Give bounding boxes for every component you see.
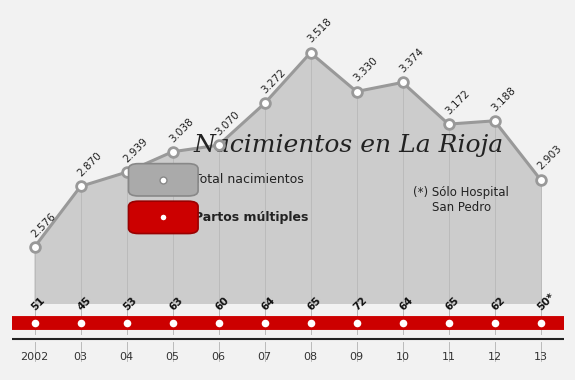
FancyBboxPatch shape	[129, 201, 198, 234]
Text: 62: 62	[490, 295, 507, 312]
Text: 10: 10	[396, 352, 409, 362]
Text: 09: 09	[350, 352, 363, 362]
Text: 2.903: 2.903	[536, 144, 564, 172]
Text: Total nacimientos: Total nacimientos	[194, 173, 304, 186]
Text: 65: 65	[444, 295, 461, 312]
Text: 63: 63	[168, 295, 185, 312]
Text: 60: 60	[214, 295, 231, 312]
Text: 08: 08	[304, 352, 317, 362]
Text: 2002: 2002	[20, 352, 49, 362]
Text: (*) Sólo Hospital
San Pedro: (*) Sólo Hospital San Pedro	[413, 186, 509, 214]
Text: 05: 05	[166, 352, 179, 362]
Text: 3.070: 3.070	[214, 109, 242, 137]
Text: Nacimientos en La Rioja: Nacimientos en La Rioja	[193, 134, 503, 157]
Text: 3.518: 3.518	[306, 17, 334, 45]
Text: Partos múltiples: Partos múltiples	[194, 211, 308, 224]
Text: 2.870: 2.870	[76, 150, 104, 179]
Text: 11: 11	[442, 352, 455, 362]
Text: 06: 06	[212, 352, 225, 362]
Text: 2.939: 2.939	[122, 136, 150, 164]
FancyBboxPatch shape	[129, 164, 198, 196]
Text: 72: 72	[352, 295, 369, 312]
Text: 3.038: 3.038	[168, 116, 196, 144]
Text: 50*: 50*	[536, 291, 557, 312]
Text: 53: 53	[122, 295, 139, 312]
Text: 3.172: 3.172	[444, 88, 472, 116]
Text: 07: 07	[258, 352, 271, 362]
Text: 3.188: 3.188	[490, 85, 518, 113]
Text: 12: 12	[488, 352, 501, 362]
Text: 65: 65	[306, 295, 323, 312]
Text: 3.330: 3.330	[352, 55, 380, 84]
Text: 45: 45	[76, 295, 93, 312]
Text: 04: 04	[120, 352, 133, 362]
Text: 13: 13	[534, 352, 547, 362]
Text: 51: 51	[30, 295, 47, 312]
Text: 03: 03	[74, 352, 87, 362]
Text: 3.272: 3.272	[260, 68, 288, 96]
Text: 3.374: 3.374	[398, 46, 426, 74]
Text: 2.576: 2.576	[30, 211, 58, 239]
Text: 64: 64	[260, 295, 277, 312]
Text: 64: 64	[398, 295, 415, 312]
